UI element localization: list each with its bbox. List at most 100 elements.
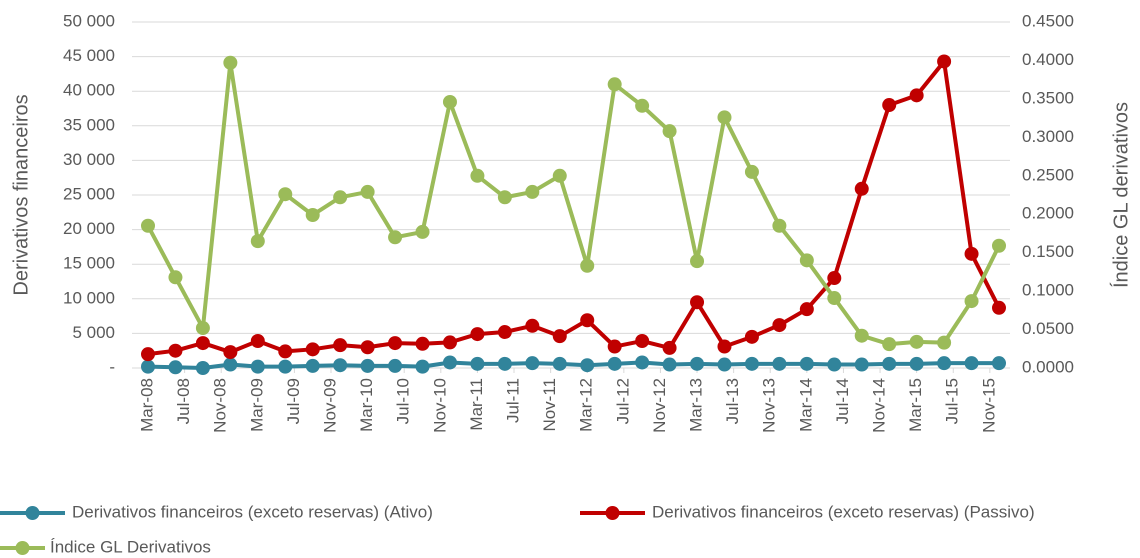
data-point: [635, 334, 650, 349]
data-point: [497, 325, 512, 340]
x-tick-label: Jul-11: [504, 378, 523, 423]
data-point: [744, 329, 759, 344]
legend-marker: [15, 541, 30, 555]
legend-marker: [25, 506, 40, 520]
data-point: [772, 218, 787, 233]
data-point: [964, 246, 979, 261]
x-tick-label: Jul-09: [284, 378, 303, 424]
data-point: [744, 356, 759, 371]
legend-label: Derivativos financeiros (exceto reservas…: [72, 502, 433, 521]
data-point: [854, 357, 869, 372]
data-point: [195, 336, 210, 351]
data-point: [854, 181, 869, 196]
data-point: [168, 360, 183, 375]
data-point: [442, 335, 457, 350]
data-point: [250, 334, 265, 349]
data-point: [690, 356, 705, 371]
data-point: [717, 339, 732, 354]
y-tick-label: 5 000: [72, 323, 115, 342]
x-tick-label: Jul-10: [394, 378, 413, 424]
data-point: [415, 336, 430, 351]
data-point: [964, 294, 979, 309]
x-tick-label: Mar-10: [357, 378, 376, 432]
data-point: [607, 356, 622, 371]
x-tick-label: Mar-09: [247, 378, 266, 432]
data-point: [717, 110, 732, 125]
data-point: [360, 358, 375, 373]
data-point: [662, 340, 677, 355]
data-point: [552, 356, 567, 371]
data-point: [937, 335, 952, 350]
y-tick-label: 30 000: [63, 150, 115, 169]
data-point: [442, 94, 457, 109]
data-point: [690, 254, 705, 269]
data-point: [305, 358, 320, 373]
data-point: [690, 295, 705, 310]
data-point: [525, 184, 540, 199]
data-point: [607, 339, 622, 354]
data-point: [662, 124, 677, 139]
y2-tick-label: 0.3500: [1022, 88, 1074, 107]
data-point: [305, 207, 320, 222]
data-point: [909, 334, 924, 349]
data-point: [223, 357, 238, 372]
y2-tick-label: 0.2000: [1022, 204, 1074, 223]
data-point: [854, 328, 869, 343]
data-point: [772, 356, 787, 371]
data-point: [882, 98, 897, 113]
legend-label: Derivativos financeiros (exceto reservas…: [652, 502, 1035, 521]
data-point: [333, 338, 348, 353]
data-point: [799, 356, 814, 371]
data-point: [360, 184, 375, 199]
x-tick-label: Jul-15: [943, 378, 962, 424]
data-point: [168, 343, 183, 358]
y-tick-label: 25 000: [63, 184, 115, 203]
x-tick-label: Nov-11: [540, 378, 559, 432]
data-point: [827, 271, 842, 286]
x-tick-label: Jul-13: [723, 378, 742, 424]
y2-tick-label: 0.0500: [1022, 319, 1074, 338]
y-tick-label: 50 000: [63, 11, 115, 30]
data-point: [141, 359, 155, 374]
x-tick-label: Mar-14: [796, 378, 815, 432]
data-point: [882, 356, 897, 371]
data-point: [250, 359, 265, 374]
y2-tick-label: 0.4500: [1022, 11, 1074, 30]
data-point: [470, 168, 485, 183]
data-point: [278, 187, 293, 202]
data-point: [635, 355, 650, 370]
x-tick-label: Mar-11: [467, 378, 486, 431]
x-tick-label: Jul-08: [174, 378, 193, 424]
data-point: [909, 88, 924, 103]
data-point: [799, 302, 814, 317]
y2-tick-label: 0.0000: [1022, 357, 1074, 376]
x-tick-label: Mar-15: [906, 378, 925, 432]
data-point: [141, 218, 155, 233]
series-line: [146, 60, 1001, 347]
data-point: [333, 358, 348, 373]
data-point: [580, 358, 595, 373]
data-point: [470, 356, 485, 371]
data-point: [552, 329, 567, 344]
data-point: [607, 77, 622, 92]
data-point: [278, 359, 293, 374]
data-point: [937, 356, 952, 371]
y2-axis-title: Índice GL derivativos: [1109, 102, 1132, 288]
x-tick-label: Jul-14: [833, 378, 852, 424]
y-tick-label: 40 000: [63, 81, 115, 100]
y-tick-label: 35 000: [63, 115, 115, 134]
data-point: [195, 321, 210, 336]
data-point: [141, 347, 155, 362]
legend-marker: [605, 506, 620, 520]
data-point: [772, 318, 787, 333]
data-point: [580, 258, 595, 273]
data-point: [882, 337, 897, 352]
data-point: [223, 55, 238, 70]
y-tick-label: -: [109, 357, 115, 376]
data-point: [662, 357, 677, 372]
x-tick-label: Jul-12: [613, 378, 632, 424]
data-point: [717, 357, 732, 372]
x-tick-label: Nov-10: [430, 378, 449, 433]
data-point: [635, 98, 650, 113]
